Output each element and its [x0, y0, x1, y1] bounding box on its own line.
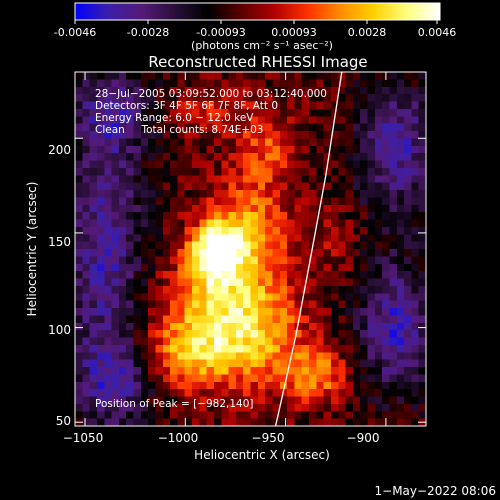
peak-position-label: Position of Peak = [−982,140] — [95, 398, 254, 410]
x-tick-label: −900 — [347, 431, 380, 445]
info-line-energy: Energy Range: 6.0 − 12.0 keV — [95, 112, 254, 124]
x-tick-label: −1050 — [63, 431, 104, 445]
x-tick-label: −950 — [252, 431, 285, 445]
y-tick-label: 150 — [48, 235, 71, 249]
chart-title: Reconstructed RHESSI Image — [148, 53, 367, 71]
axis-ticks — [75, 72, 426, 426]
plot-frame — [74, 71, 427, 427]
plot-area — [74, 71, 427, 427]
x-axis-label: Heliocentric X (arcsec) — [194, 448, 330, 462]
y-tick-label: 50 — [56, 414, 71, 428]
info-line-clean: Clean Total counts: 8.74E+03 — [95, 124, 264, 136]
info-line-detectors: Detectors: 3F 4F 5F 6F 7F 8F, Att 0 — [95, 100, 278, 112]
colorbar-unit-label: (photons cm⁻² s⁻¹ asec⁻²) — [191, 39, 333, 52]
y-tick-label: 200 — [48, 143, 71, 157]
colorbar-tick-label: 0.0046 — [418, 26, 457, 39]
footer-date: 1−May−2022 08:06 — [375, 484, 497, 498]
colorbar-tick-label: 0.00093 — [271, 26, 317, 39]
colorbar-tick-label: 0.0028 — [348, 26, 387, 39]
colorbar-ticks — [74, 20, 438, 24]
heatmap-image — [75, 72, 426, 426]
colorbar-tick-label: -0.0028 — [127, 26, 169, 39]
solar-limb-curve — [274, 72, 343, 426]
colorbar: -0.0046 -0.0028 -0.00093 0.00093 0.0028 … — [54, 2, 457, 52]
colorbar-gradient — [74, 2, 441, 21]
observation-info: 28−Jul−2005 03:09:52.000 to 03:12:40.000… — [95, 88, 327, 136]
x-tick-label: −1000 — [158, 431, 199, 445]
info-line-time: 28−Jul−2005 03:09:52.000 to 03:12:40.000 — [95, 88, 327, 100]
colorbar-tick-label: -0.0046 — [54, 26, 96, 39]
y-tick-label: 100 — [48, 323, 71, 337]
y-axis-label: Heliocentric Y (arcsec) — [25, 182, 39, 317]
colorbar-tick-label: -0.00093 — [196, 26, 245, 39]
